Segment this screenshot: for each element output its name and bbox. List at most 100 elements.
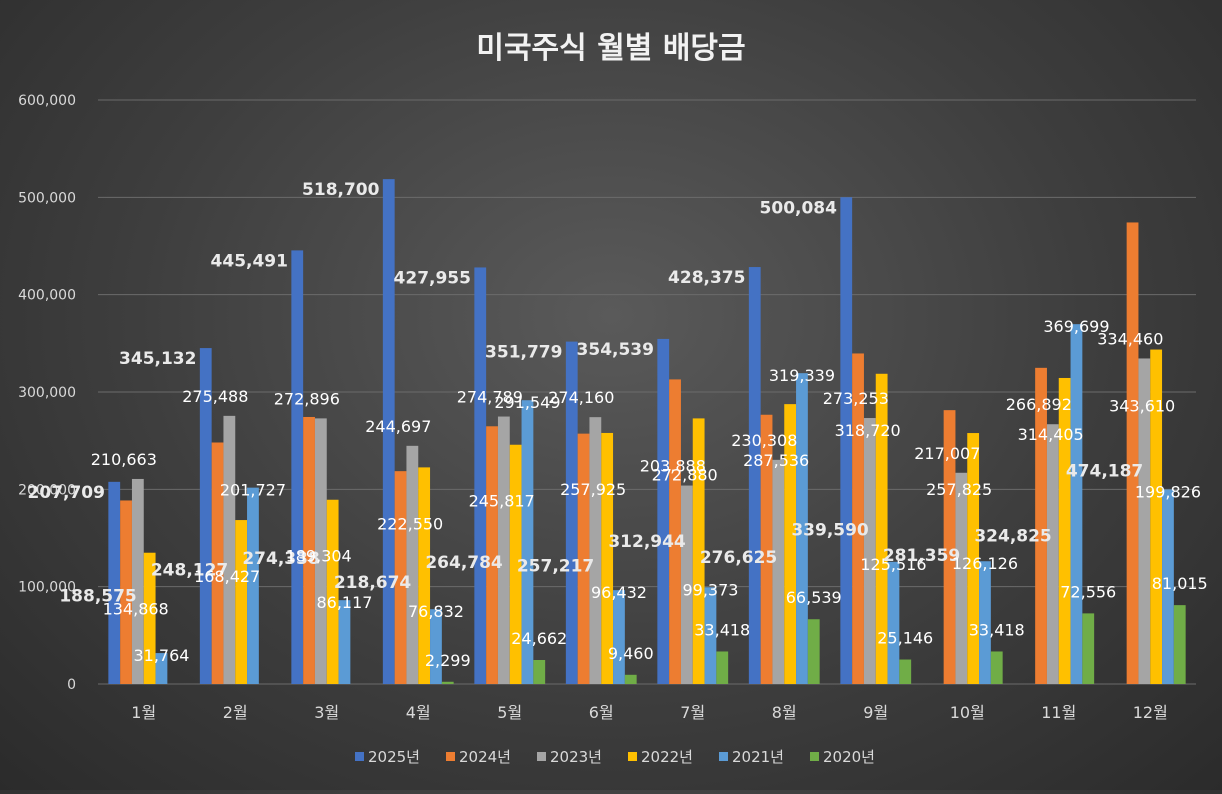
data-label: 266,892: [1006, 395, 1072, 414]
y-tick-label: 500,000: [18, 190, 76, 206]
data-label: 334,460: [1097, 329, 1163, 348]
data-label: 189,304: [286, 547, 352, 566]
bar-2023년-9월: [863, 418, 876, 684]
bar-2021년-9월: [887, 561, 900, 684]
bar-2025년-6월: [565, 341, 578, 684]
bar-2025년-5월: [474, 267, 487, 684]
y-tick-label: 100,000: [18, 580, 76, 596]
bar-2021년-12월: [1162, 489, 1174, 684]
legend-entry: 2024년: [459, 748, 511, 766]
bar-2021년-3월: [338, 600, 351, 684]
bar-2021년-1월: [155, 653, 168, 684]
data-label: 272,880: [652, 465, 718, 484]
data-label: 24,662: [511, 629, 567, 648]
x-tick-label: 7월: [680, 703, 705, 722]
bar-2023년-10월: [955, 472, 968, 684]
bar-2021년-11월: [1070, 324, 1083, 684]
bar-2024년-10월: [943, 410, 956, 684]
data-label: 126,126: [952, 554, 1018, 573]
bar-2023년-7월: [680, 485, 693, 684]
data-label: 445,491: [211, 251, 288, 271]
data-label: 500,084: [760, 198, 838, 218]
data-label: 312,944: [608, 532, 686, 552]
bar-2024년-2월: [211, 442, 224, 684]
data-label: 273,253: [823, 389, 889, 408]
data-label: 257,925: [560, 480, 626, 499]
data-label: 168,427: [194, 567, 260, 586]
bar-2024년-9월: [852, 353, 864, 684]
bar-2022년-8월: [784, 404, 797, 684]
bars: [108, 179, 1186, 684]
bar-2024년-1월: [120, 500, 132, 684]
bar-2021년-4월: [430, 609, 442, 684]
x-tick-label: 5월: [497, 703, 522, 722]
data-label: 274,789: [457, 388, 523, 407]
bar-2024년-5월: [486, 426, 498, 684]
bar-2025년-4월: [382, 179, 395, 684]
bar-2022년-6월: [601, 432, 614, 684]
bar-2022년-9월: [875, 373, 888, 684]
data-label: 318,720: [835, 421, 901, 440]
data-label: 25,146: [877, 629, 933, 648]
bar-2021년-10월: [979, 561, 991, 684]
y-tick-label: 200,000: [18, 482, 76, 498]
data-label: 134,868: [103, 600, 169, 619]
bar-2020년-5월: [533, 659, 546, 684]
bar-2023년-6월: [589, 417, 602, 684]
data-label: 86,117: [316, 593, 372, 612]
data-label: 276,625: [700, 548, 777, 568]
data-label: 76,832: [408, 602, 464, 621]
data-label: 125,516: [860, 555, 926, 574]
data-label: 324,825: [974, 527, 1051, 547]
bar-2022년-12월: [1150, 349, 1163, 684]
bar-2023년-8월: [772, 459, 785, 684]
gridlines: [98, 99, 1196, 685]
x-tick-label: 1월: [131, 703, 156, 722]
y-tick-label: 300,000: [18, 385, 76, 401]
x-tick-label: 2월: [223, 703, 248, 722]
data-label: 291,549: [494, 393, 560, 412]
legend: 2025년 2024년 2023년 2022년 2021년 2020년: [355, 748, 875, 766]
bar-2024년-8월: [760, 414, 773, 684]
bar-2024년-12월: [1126, 222, 1139, 684]
data-label: 96,432: [591, 583, 647, 602]
legend-swatch: [810, 752, 819, 761]
x-tick-label: 12월: [1133, 703, 1168, 722]
data-label: 272,896: [274, 389, 340, 408]
bar-2025년-1월: [108, 481, 121, 684]
bar-2023년-11월: [1046, 424, 1059, 684]
legend-swatch: [628, 752, 637, 761]
bar-2020년-7월: [716, 651, 729, 684]
bar-2023년-5월: [497, 416, 510, 684]
bar-2021년-2월: [247, 487, 259, 684]
y-tick-label: 400,000: [18, 288, 76, 304]
data-label: 319,339: [769, 366, 835, 385]
bar-2025년-9월: [840, 197, 853, 684]
data-label: 287,536: [743, 451, 809, 470]
bar-2022년-5월: [509, 444, 522, 684]
bar-2021년-5월: [521, 400, 534, 684]
y-tick-label: 0: [67, 677, 76, 693]
bar-2025년-2월: [199, 348, 212, 684]
legend-entry: 2022년: [641, 748, 693, 766]
bar-2024년-7월: [669, 379, 681, 684]
x-tick-label: 3월: [314, 703, 339, 722]
data-label: 248,127: [151, 560, 228, 580]
data-label: 199,826: [1135, 483, 1201, 502]
data-label: 201,727: [220, 481, 286, 500]
data-label: 203,888: [640, 457, 706, 476]
data-label: 339,590: [791, 520, 869, 540]
bar-2022년-2월: [235, 520, 248, 684]
bar-2020년-8월: [807, 619, 820, 684]
chart-title: 미국주식 월별 배당금: [476, 31, 745, 66]
legend-swatch: [446, 752, 455, 761]
y-tick-label: 600,000: [18, 93, 76, 109]
data-label: 207,709: [28, 483, 105, 503]
x-tick-label: 8월: [772, 703, 797, 722]
bar-2023년-4월: [406, 445, 419, 684]
bar-2020년-10월: [990, 651, 1003, 684]
legend-swatch: [537, 752, 546, 761]
bar-2024년-6월: [577, 433, 590, 684]
